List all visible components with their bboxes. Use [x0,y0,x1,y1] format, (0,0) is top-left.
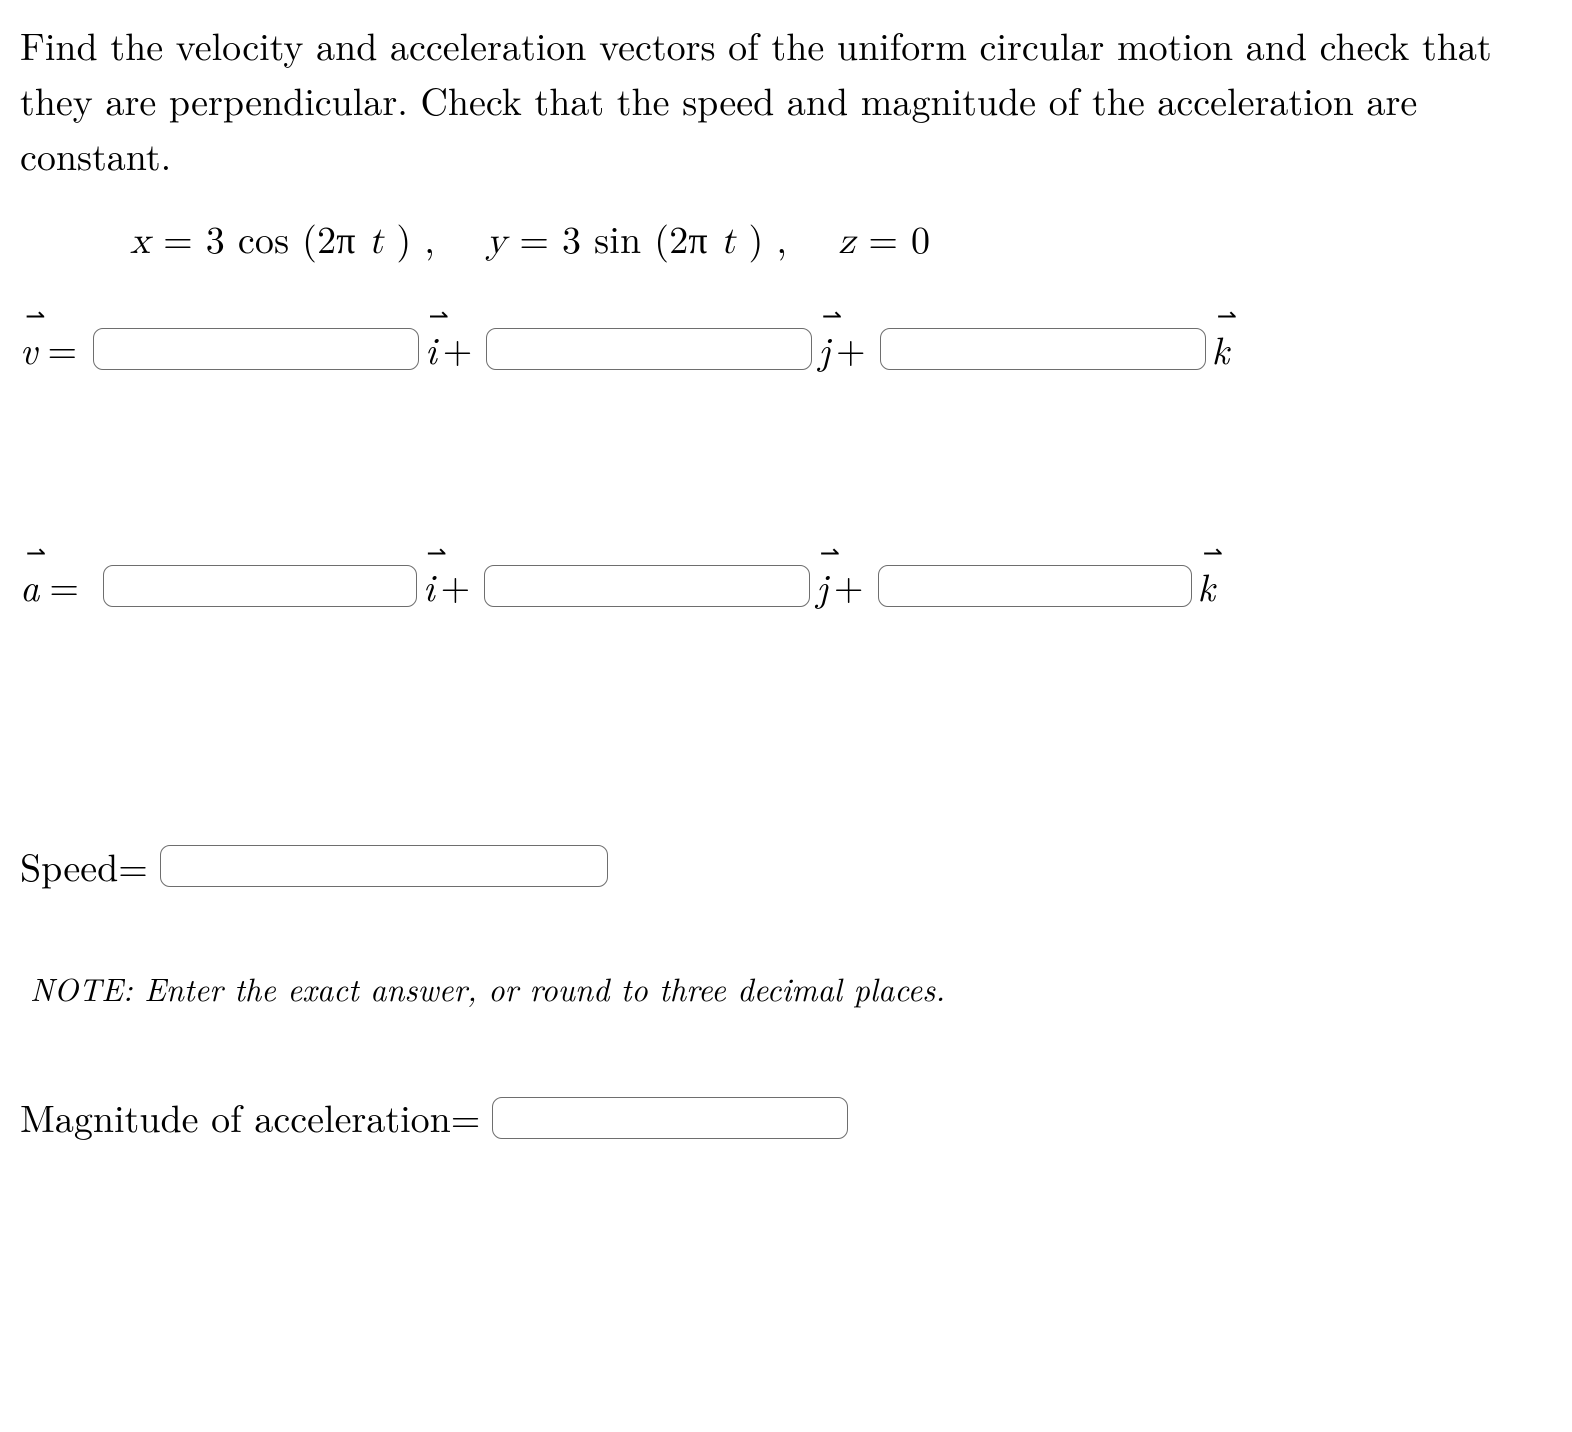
eq-arg-open-2: (2π [654,211,708,265]
given-equations: x = 3 cos (2π t ) , y = 3 sin (2π t ) , … [130,211,1552,270]
eq-equals-2: = [519,211,562,265]
eq-arg-close-1: ) [396,211,411,265]
eq-equals-3: = [868,211,911,265]
vector-arrow-icon: ⇀ [26,539,46,563]
equals-sign: = [49,558,79,613]
problem-statement: Find the velocity and acceleration vecto… [20,18,1552,183]
eq-y-var: y [486,223,506,261]
k-hat: ⇀ k [1212,320,1229,377]
eq-x-coeff: 3 [206,211,225,265]
speed-input[interactable] [160,845,608,887]
vector-arrow-icon: ⇀ [1203,539,1223,563]
v-vector-symbol: ⇀ v [20,320,37,377]
vector-arrow-icon: ⇀ [25,302,45,326]
i-hat: ⇀ i [425,320,437,377]
i-hat: ⇀ i [423,557,435,614]
a-k-input[interactable] [878,565,1192,607]
note-text: NOTE: Enter the exact answer, or round t… [30,966,1552,1012]
eq-sep-1: , [424,211,473,265]
eq-zero: 0 [911,211,930,265]
vector-arrow-icon: ⇀ [429,302,449,326]
eq-t-2: t [721,223,736,261]
v-j-input[interactable] [486,328,812,370]
acceleration-row: ⇀ a = ⇀ i + ⇀ j + ⇀ k [20,557,1552,614]
k-hat: ⇀ k [1198,557,1215,614]
speed-row: Speed= [20,839,1552,894]
eq-arg-close-2: ) [749,211,764,265]
j-hat: ⇀ j [818,320,830,377]
eq-arg-open-1: (2π [302,211,356,265]
velocity-row: ⇀ v = ⇀ i + ⇀ j + ⇀ k [20,320,1552,377]
magnitude-input[interactable] [492,1097,848,1139]
v-i-input[interactable] [93,328,419,370]
eq-cos: cos [238,211,289,265]
a-i-input[interactable] [103,565,417,607]
magnitude-label: Magnitude of acceleration= [20,1090,480,1145]
v-k-input[interactable] [880,328,1206,370]
eq-t-1: t [369,223,384,261]
j-hat: ⇀ j [816,557,828,614]
eq-sep-2: , [776,211,825,265]
page: Find the velocity and acceleration vecto… [0,0,1572,1185]
vector-arrow-icon: ⇀ [822,302,842,326]
eq-sin: sin [594,211,641,265]
vector-arrow-icon: ⇀ [1217,302,1237,326]
vector-arrow-icon: ⇀ [427,539,447,563]
speed-label: Speed= [20,839,148,894]
eq-y-coeff: 3 [562,211,581,265]
equals-sign: = [47,321,77,376]
eq-z-var: z [838,223,855,261]
vector-arrow-icon: ⇀ [820,539,840,563]
a-vector-symbol: ⇀ a [20,557,39,614]
eq-x-var: x [130,223,150,261]
magnitude-row: Magnitude of acceleration= [20,1090,1552,1145]
eq-equals-1: = [163,211,206,265]
a-j-input[interactable] [484,565,810,607]
